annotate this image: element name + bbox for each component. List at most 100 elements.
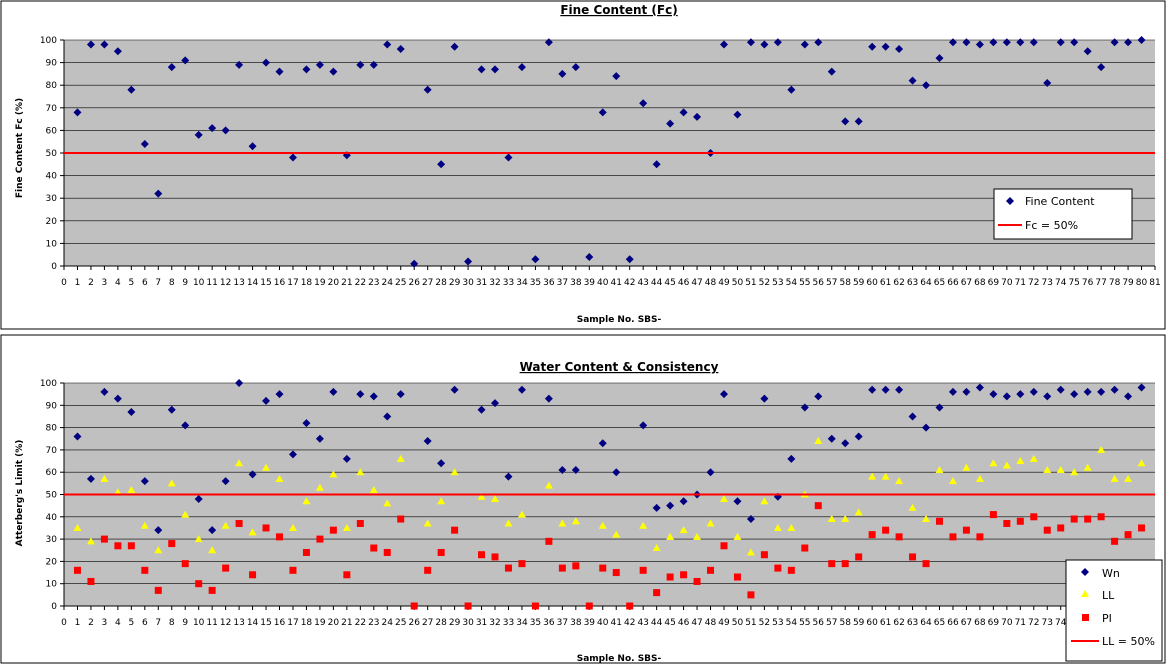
chart2-point-wn-6	[140, 477, 149, 486]
chart2-x-tick-label-8: 8	[169, 618, 175, 628]
chart1-point-fine-content-3	[100, 40, 109, 49]
chart2-point-pi-65	[935, 517, 943, 525]
chart1-point-fine-content-52	[760, 40, 769, 49]
chart1-legend-label-fc50: Fc = 50%	[1025, 219, 1078, 232]
chart1-x-tick-label-66: 66	[947, 278, 959, 288]
chart1-x-tick-label-58: 58	[839, 278, 851, 288]
chart2-point-pi-13	[235, 519, 243, 527]
chart2-y-tick-label-0: 0	[51, 602, 57, 612]
chart1-point-fine-content-76	[1083, 47, 1092, 56]
chart1-x-tick-label-53: 53	[772, 278, 783, 288]
chart2-point-wn-48	[706, 468, 715, 477]
chart2-point-wn-21	[342, 454, 351, 463]
chart2-x-tick-label-24: 24	[382, 618, 394, 628]
chart2-point-ll-44	[652, 544, 661, 552]
chart2-point-ll-51	[746, 548, 755, 556]
chart1-x-tick-label-59: 59	[853, 278, 865, 288]
chart1-x-tick-label-2: 2	[88, 278, 94, 288]
chart2-point-ll-28	[437, 497, 446, 505]
chart2-point-pi-4	[114, 542, 122, 550]
chart2-point-pi-46	[680, 571, 688, 579]
chart2-point-pi-20	[329, 526, 337, 534]
chart1-x-tick-label-4: 4	[115, 278, 121, 288]
chart2-point-wn-5	[127, 407, 136, 416]
chart2-point-ll-31	[477, 492, 486, 500]
chart2-x-tick-label-31: 31	[476, 618, 487, 628]
chart2-point-pi-74	[1057, 524, 1065, 532]
chart2-point-wn-76	[1083, 387, 1092, 396]
chart1-x-tick-label-11: 11	[206, 278, 217, 288]
chart2-point-pi-26	[410, 602, 418, 610]
chart1-x-tick-label-16: 16	[274, 278, 286, 288]
chart1-y-tick-label-0: 0	[51, 262, 57, 272]
chart1-x-tick-label-26: 26	[408, 278, 420, 288]
chart2-point-pi-33	[504, 564, 512, 572]
chart2-point-wn-24	[383, 412, 392, 421]
chart2-x-tick-label-54: 54	[786, 618, 798, 628]
chart2-point-pi-69	[989, 511, 997, 519]
chart2-x-tick-label-27: 27	[422, 618, 433, 628]
chart2-point-ll-62	[895, 477, 904, 485]
chart1-x-tick-label-34: 34	[516, 278, 528, 288]
chart2-point-ll-64	[922, 515, 931, 523]
chart2-point-wn-60	[868, 385, 877, 394]
chart2-x-tick-label-3: 3	[102, 618, 108, 628]
chart2-point-wn-66	[948, 387, 957, 396]
chart2-x-tick-label-42: 42	[624, 618, 635, 628]
chart1-x-tick-label-64: 64	[920, 278, 932, 288]
chart2-point-ll-59	[854, 508, 863, 516]
chart2-point-wn-36	[544, 394, 553, 403]
chart2-point-ll-53	[773, 523, 782, 531]
chart1-point-fine-content-18	[302, 65, 311, 74]
chart1-point-fine-content-2	[86, 40, 95, 49]
chart2-point-pi-22	[356, 519, 364, 527]
chart2-point-pi-31	[478, 551, 486, 559]
chart2-x-tick-label-9: 9	[182, 618, 188, 628]
chart2-x-tick-label-74: 74	[1055, 618, 1067, 628]
chart2-x-tick-label-49: 49	[718, 618, 730, 628]
chart1-point-fine-content-67	[962, 38, 971, 47]
chart2-x-tick-label-53: 53	[772, 618, 783, 628]
chart2-x-tick-label-73: 73	[1042, 618, 1053, 628]
chart2-point-wn-55	[800, 403, 809, 412]
chart2-x-tick-label-29: 29	[449, 618, 461, 628]
chart2-x-tick-label-18: 18	[301, 618, 313, 628]
chart1-point-fine-content-73	[1043, 78, 1052, 87]
chart1-point-fine-content-74	[1056, 38, 1065, 47]
chart2-x-tick-label-16: 16	[274, 618, 286, 628]
chart2-point-wn-75	[1070, 390, 1079, 399]
chart2-point-ll-13	[235, 459, 244, 467]
chart2-point-pi-9	[181, 560, 189, 568]
chart2-x-tick-label-13: 13	[233, 618, 244, 628]
chart1-point-fine-content-54	[787, 85, 796, 94]
chart1-x-tick-label-30: 30	[462, 278, 474, 288]
chart2-x-tick-label-57: 57	[826, 618, 837, 628]
chart2-point-pi-5	[127, 542, 135, 550]
chart2-x-tick-label-22: 22	[355, 618, 366, 628]
chart2-x-tick-label-37: 37	[557, 618, 568, 628]
chart1-point-fine-content-63	[908, 76, 917, 85]
chart2-point-pi-21	[343, 571, 351, 579]
chart1-x-tick-label-47: 47	[691, 278, 702, 288]
chart1-x-tick-label-21: 21	[341, 278, 352, 288]
chart2-point-ll-67	[962, 463, 971, 471]
chart1-x-tick-label-38: 38	[570, 278, 582, 288]
chart2-x-axis-label: Sample No. SBS-	[577, 654, 662, 664]
chart1-x-tick-label-65: 65	[934, 278, 945, 288]
chart2-point-wn-65	[935, 403, 944, 412]
chart2-point-ll-14	[248, 528, 257, 536]
chart1-point-fine-content-4	[113, 47, 122, 56]
chart2-point-wn-34	[517, 385, 526, 394]
chart2-point-pi-19	[316, 535, 324, 543]
chart1-x-tick-label-9: 9	[182, 278, 188, 288]
chart1-x-tick-label-46: 46	[678, 278, 690, 288]
chart1-point-fine-content-62	[895, 45, 904, 54]
chart1-point-fine-content-47	[693, 112, 702, 121]
chart2-x-tick-label-34: 34	[516, 618, 528, 628]
chart1-x-tick-label-36: 36	[543, 278, 555, 288]
chart2-point-pi-37	[558, 564, 566, 572]
chart1-x-tick-label-28: 28	[435, 278, 447, 288]
chart2-point-pi-27	[424, 566, 432, 574]
chart2-x-tick-label-25: 25	[395, 618, 406, 628]
